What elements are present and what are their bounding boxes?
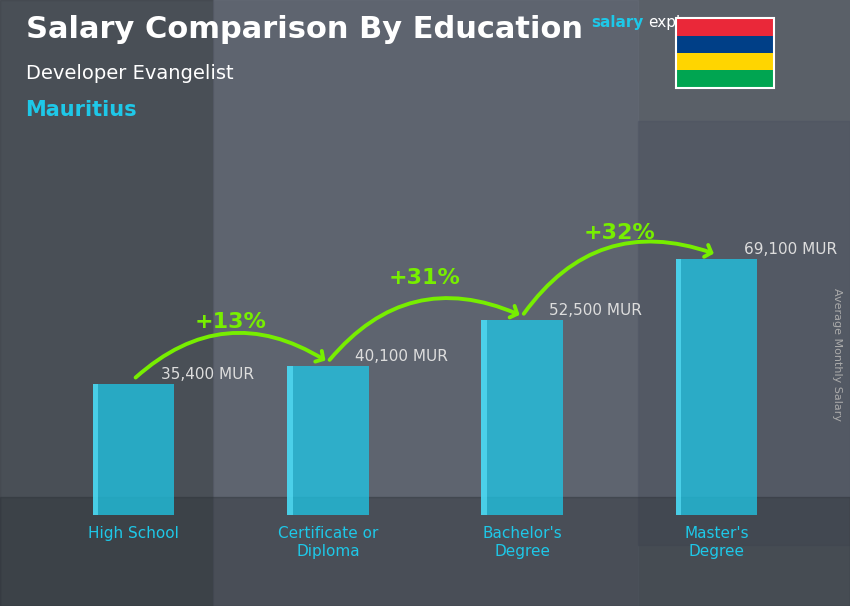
- Text: +31%: +31%: [389, 268, 461, 288]
- Text: +32%: +32%: [583, 224, 655, 244]
- Bar: [0, 0, 212, 606]
- Bar: [676, 259, 682, 515]
- Bar: [93, 384, 99, 515]
- Bar: [93, 384, 174, 515]
- Bar: [676, 18, 774, 36]
- Bar: [212, 0, 638, 606]
- Bar: [481, 321, 563, 515]
- Text: Average Monthly Salary: Average Monthly Salary: [832, 288, 842, 421]
- Text: Mauritius: Mauritius: [26, 100, 137, 120]
- Bar: [676, 70, 774, 88]
- Bar: [481, 321, 487, 515]
- Bar: [287, 367, 369, 515]
- Text: 69,100 MUR: 69,100 MUR: [744, 242, 836, 257]
- Bar: [676, 259, 757, 515]
- Bar: [676, 36, 774, 53]
- Text: salary: salary: [591, 15, 643, 30]
- Bar: [638, 121, 850, 545]
- Text: 52,500 MUR: 52,500 MUR: [549, 303, 643, 318]
- Bar: [676, 53, 774, 70]
- Text: 35,400 MUR: 35,400 MUR: [161, 367, 254, 382]
- Text: +13%: +13%: [195, 312, 267, 332]
- Text: Salary Comparison By Education: Salary Comparison By Education: [26, 15, 582, 44]
- Bar: [287, 367, 292, 515]
- Bar: [0, 497, 850, 606]
- Text: 40,100 MUR: 40,100 MUR: [355, 349, 448, 364]
- Text: explorer.com: explorer.com: [649, 15, 748, 30]
- Text: Developer Evangelist: Developer Evangelist: [26, 64, 233, 82]
